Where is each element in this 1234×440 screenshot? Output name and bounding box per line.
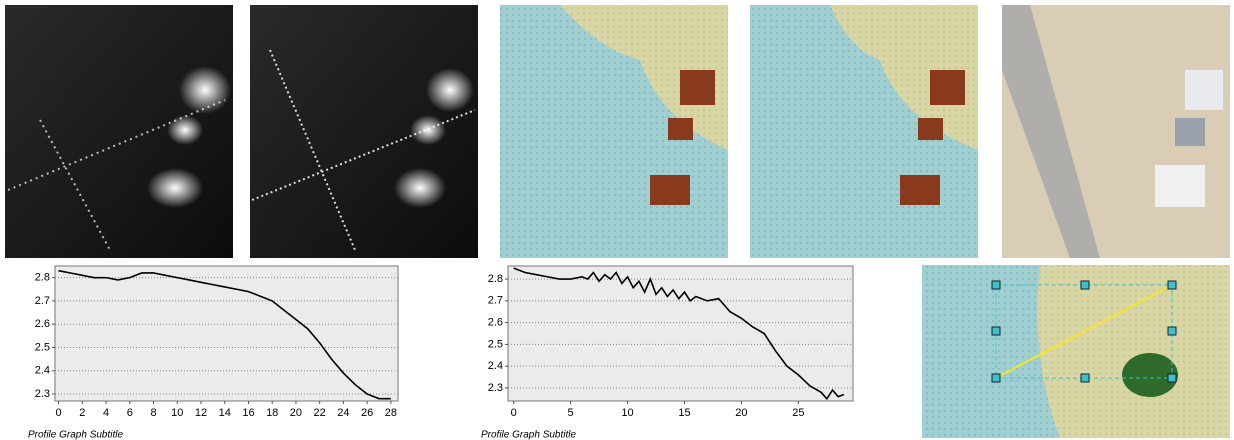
classified-image-2 bbox=[750, 5, 978, 258]
y-tick-label: 2.7 bbox=[488, 295, 503, 307]
x-tick-label: 0 bbox=[511, 407, 517, 419]
plot-area bbox=[508, 266, 853, 401]
figure: 2.32.42.52.62.72.80246810121416182022242… bbox=[0, 0, 1234, 440]
x-tick-label: 25 bbox=[792, 407, 804, 419]
x-tick-label: 5 bbox=[568, 407, 574, 419]
x-tick-label: 8 bbox=[150, 407, 156, 419]
classified-image-1 bbox=[500, 5, 728, 258]
y-tick-label: 2.3 bbox=[488, 382, 503, 394]
x-tick-label: 24 bbox=[337, 407, 349, 419]
x-tick-label: 2 bbox=[79, 407, 85, 419]
profile-map bbox=[922, 265, 1230, 438]
x-tick-label: 0 bbox=[55, 407, 61, 419]
x-tick-label: 20 bbox=[735, 407, 747, 419]
x-tick-label: 6 bbox=[127, 407, 133, 419]
x-tick-label: 20 bbox=[290, 407, 302, 419]
x-tick-label: 28 bbox=[385, 407, 397, 419]
x-tick-label: 16 bbox=[242, 407, 254, 419]
y-tick-label: 2.4 bbox=[488, 360, 503, 372]
y-tick-label: 2.5 bbox=[488, 338, 503, 350]
y-tick-label: 2.5 bbox=[35, 341, 50, 353]
x-tick-label: 14 bbox=[219, 407, 231, 419]
subtitle: Profile Graph Subtitle bbox=[28, 430, 123, 440]
dem-image-2 bbox=[250, 5, 478, 258]
y-tick-label: 2.3 bbox=[35, 388, 50, 400]
x-tick-label: 4 bbox=[103, 407, 109, 419]
aerial-photo bbox=[1002, 5, 1230, 258]
x-tick-label: 22 bbox=[314, 407, 326, 419]
x-tick-label: 15 bbox=[678, 407, 690, 419]
x-tick-label: 12 bbox=[195, 407, 207, 419]
x-tick-label: 10 bbox=[171, 407, 183, 419]
y-tick-label: 2.8 bbox=[488, 273, 503, 285]
y-tick-label: 2.4 bbox=[35, 365, 50, 377]
y-tick-label: 2.6 bbox=[35, 318, 50, 330]
x-tick-label: 26 bbox=[361, 407, 373, 419]
y-tick-label: 2.6 bbox=[488, 317, 503, 329]
y-tick-label: 2.7 bbox=[35, 295, 50, 307]
x-tick-label: 10 bbox=[621, 407, 633, 419]
y-tick-label: 2.8 bbox=[35, 272, 50, 284]
plot-area bbox=[55, 266, 398, 401]
x-tick-label: 18 bbox=[266, 407, 278, 419]
dem-image-1 bbox=[5, 5, 233, 258]
subtitle: Profile Graph Subtitle bbox=[481, 430, 576, 440]
